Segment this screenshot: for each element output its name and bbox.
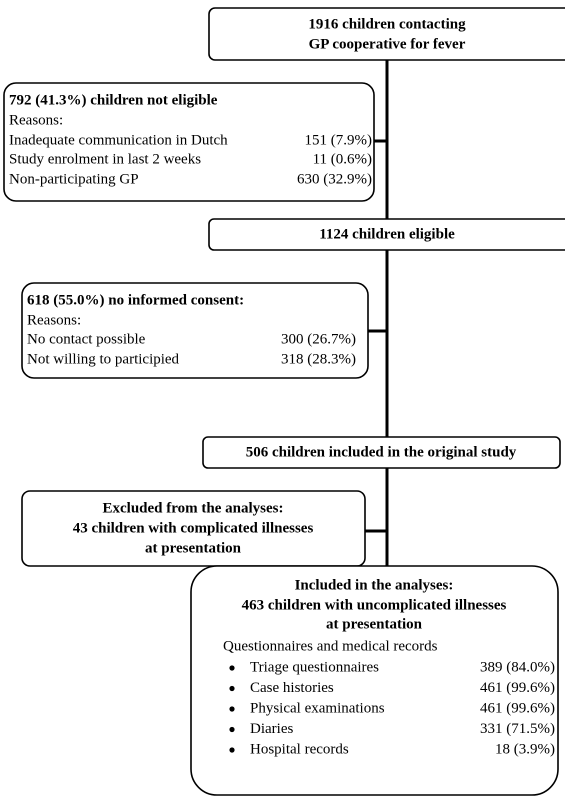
row-value: 318 (28.3%) bbox=[281, 351, 356, 367]
row-label: Inadequate communication in Dutch bbox=[9, 132, 228, 148]
row-label: Case histories bbox=[250, 680, 334, 696]
bullet bbox=[229, 685, 235, 692]
row-list: Triage questionnaires 389 (84.0%) Case his… bbox=[229, 659, 555, 757]
bullet bbox=[229, 706, 235, 712]
bullet bbox=[229, 665, 235, 671]
row-label: Non-participating GP bbox=[9, 171, 139, 187]
row-value: 389 (84.0%) bbox=[480, 659, 555, 675]
box-text: 43 children with complicated illnesses bbox=[73, 520, 314, 536]
row-value: 151 (7.9%) bbox=[305, 132, 373, 148]
row-label: Triage questionnaires bbox=[250, 659, 379, 675]
row-value: 300 (26.7%) bbox=[281, 331, 356, 347]
box-title: 792 (41.3%) children not eligible bbox=[9, 92, 218, 108]
row-value: 461 (99.6%) bbox=[480, 680, 555, 696]
box-text: at presentation bbox=[326, 616, 423, 632]
box bbox=[190, 565, 559, 796]
box bbox=[208, 218, 565, 251]
row-label: Diaries bbox=[250, 721, 293, 737]
box-text: Excluded from the analyses: bbox=[103, 500, 284, 516]
row-label: Hospital records bbox=[250, 741, 349, 757]
bullet bbox=[229, 726, 235, 733]
box-text: 1124 children eligible bbox=[319, 226, 455, 242]
box-subtitle: Reasons: bbox=[27, 312, 81, 328]
row-label: Physical examinations bbox=[250, 700, 385, 716]
box-subtitle: Questionnaires and medical records bbox=[223, 638, 438, 654]
box-text: at presentation bbox=[145, 540, 242, 556]
box-text: 1916 children contacting bbox=[308, 16, 466, 32]
row-value: 18 (3.9%) bbox=[495, 741, 555, 757]
box-text: GP cooperative for fever bbox=[309, 36, 466, 52]
box-title: 618 (55.0%) no informed consent: bbox=[27, 292, 244, 308]
bullet bbox=[229, 747, 235, 753]
box bbox=[3, 82, 375, 202]
row-value: 630 (32.9%) bbox=[297, 171, 372, 187]
row-label: No contact possible bbox=[27, 331, 146, 347]
box-subtitle: Reasons: bbox=[9, 112, 63, 128]
row-label: Study enrolment in last 2 weeks bbox=[9, 151, 201, 167]
row-value: 461 (99.6%) bbox=[480, 700, 555, 716]
box bbox=[202, 436, 561, 469]
box bbox=[208, 7, 565, 61]
row-value: 11 (0.6%) bbox=[313, 151, 372, 167]
row-value: 331 (71.5%) bbox=[480, 721, 555, 737]
box-text: 463 children with uncomplicated illnesse… bbox=[242, 597, 507, 613]
box bbox=[21, 282, 369, 379]
box bbox=[21, 490, 366, 567]
box-text: 506 children included in the original st… bbox=[246, 444, 517, 460]
row-label: Not willing to participied bbox=[27, 351, 180, 367]
box-text: Included in the analyses: bbox=[295, 577, 454, 593]
